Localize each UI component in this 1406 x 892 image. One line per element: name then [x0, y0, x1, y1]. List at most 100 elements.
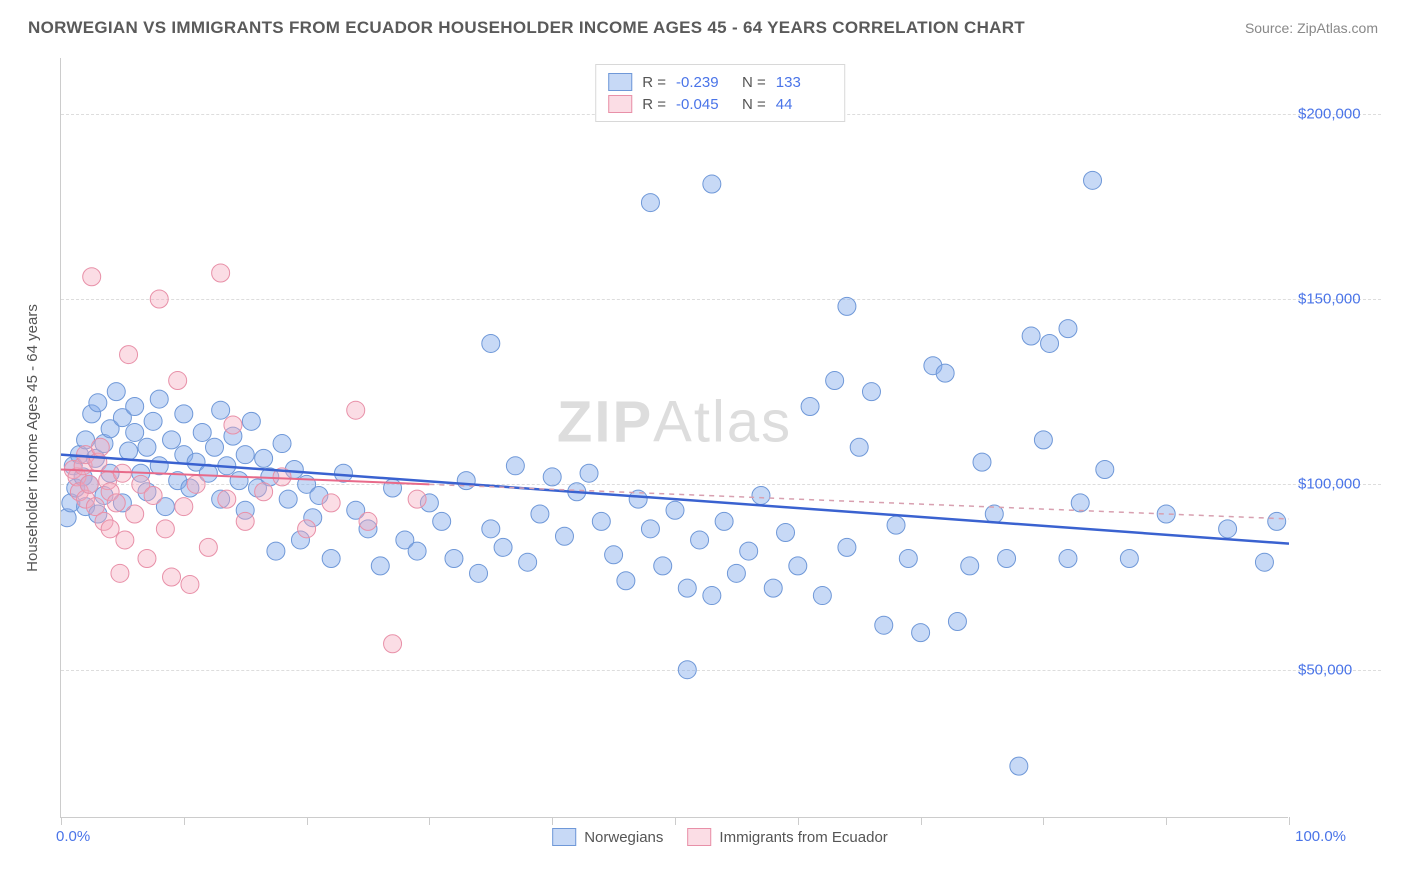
swatch-norwegians: [608, 73, 632, 91]
data-point: [83, 268, 101, 286]
x-tick: [1289, 817, 1290, 825]
data-point: [163, 431, 181, 449]
data-point: [838, 538, 856, 556]
data-point: [1268, 512, 1286, 530]
data-point: [1219, 520, 1237, 538]
data-point: [408, 490, 426, 508]
data-point: [936, 364, 954, 382]
data-point: [322, 494, 340, 512]
data-point: [678, 661, 696, 679]
data-point: [236, 512, 254, 530]
data-point: [267, 542, 285, 560]
data-point: [433, 512, 451, 530]
data-point: [181, 575, 199, 593]
x-tick: [307, 817, 308, 825]
data-point: [384, 635, 402, 653]
data-point: [482, 520, 500, 538]
data-point: [998, 549, 1016, 567]
data-point: [1059, 549, 1077, 567]
data-point: [116, 531, 134, 549]
data-point: [212, 264, 230, 282]
legend-correlation: R = -0.239 N = 133 R = -0.045 N = 44: [595, 64, 845, 122]
x-axis-max-label: 100.0%: [1295, 828, 1346, 845]
r-value-norwegians: -0.239: [676, 74, 732, 91]
y-tick-label: $150,000: [1298, 290, 1361, 307]
data-point: [322, 549, 340, 567]
data-point: [1041, 334, 1059, 352]
data-point: [1120, 549, 1138, 567]
data-point: [691, 531, 709, 549]
data-point: [506, 457, 524, 475]
data-point: [592, 512, 610, 530]
x-tick: [1166, 817, 1167, 825]
data-point: [494, 538, 512, 556]
data-point: [1084, 171, 1102, 189]
data-point: [654, 557, 672, 575]
data-point: [457, 472, 475, 490]
data-point: [107, 494, 125, 512]
data-point: [875, 616, 893, 634]
data-point: [359, 512, 377, 530]
data-point: [850, 438, 868, 456]
data-point: [973, 453, 991, 471]
data-point: [899, 549, 917, 567]
data-point: [80, 475, 98, 493]
data-point: [126, 505, 144, 523]
legend-row-norwegians: R = -0.239 N = 133: [608, 71, 832, 93]
data-point: [144, 412, 162, 430]
data-point: [764, 579, 782, 597]
data-point: [236, 446, 254, 464]
x-tick: [675, 817, 676, 825]
data-point: [445, 549, 463, 567]
legend-item-ecuador: Immigrants from Ecuador: [687, 828, 887, 846]
data-point: [138, 549, 156, 567]
data-point: [156, 520, 174, 538]
data-point: [107, 383, 125, 401]
data-point: [1034, 431, 1052, 449]
legend-series: Norwegians Immigrants from Ecuador: [552, 828, 888, 846]
swatch-norwegians-icon: [552, 828, 576, 846]
legend-label-norwegians: Norwegians: [584, 829, 663, 846]
plot-area: ZIPAtlas: [60, 58, 1288, 818]
data-point: [727, 564, 745, 582]
x-tick: [61, 817, 62, 825]
data-point: [150, 457, 168, 475]
data-point: [641, 520, 659, 538]
data-point: [101, 520, 119, 538]
data-point: [838, 297, 856, 315]
data-point: [175, 405, 193, 423]
data-point: [230, 472, 248, 490]
data-point: [777, 524, 795, 542]
data-point: [187, 475, 205, 493]
data-point: [371, 557, 389, 575]
data-point: [862, 383, 880, 401]
scatter-svg: [61, 58, 1289, 818]
data-point: [801, 397, 819, 415]
data-point: [150, 390, 168, 408]
n-label: N =: [742, 96, 766, 113]
data-point: [813, 587, 831, 605]
n-value-norwegians: 133: [776, 74, 832, 91]
n-label: N =: [742, 74, 766, 91]
x-tick: [798, 817, 799, 825]
data-point: [482, 334, 500, 352]
legend-label-ecuador: Immigrants from Ecuador: [719, 829, 887, 846]
data-point: [91, 438, 109, 456]
data-point: [617, 572, 635, 590]
data-point: [1059, 320, 1077, 338]
data-point: [887, 516, 905, 534]
data-point: [666, 501, 684, 519]
data-point: [89, 394, 107, 412]
r-label: R =: [642, 74, 666, 91]
data-point: [1255, 553, 1273, 571]
data-point: [703, 587, 721, 605]
data-point: [1022, 327, 1040, 345]
data-point: [120, 442, 138, 460]
data-point: [126, 397, 144, 415]
data-point: [531, 505, 549, 523]
data-point: [1096, 461, 1114, 479]
data-point: [715, 512, 733, 530]
data-point: [193, 423, 211, 441]
data-point: [347, 401, 365, 419]
data-point: [752, 486, 770, 504]
